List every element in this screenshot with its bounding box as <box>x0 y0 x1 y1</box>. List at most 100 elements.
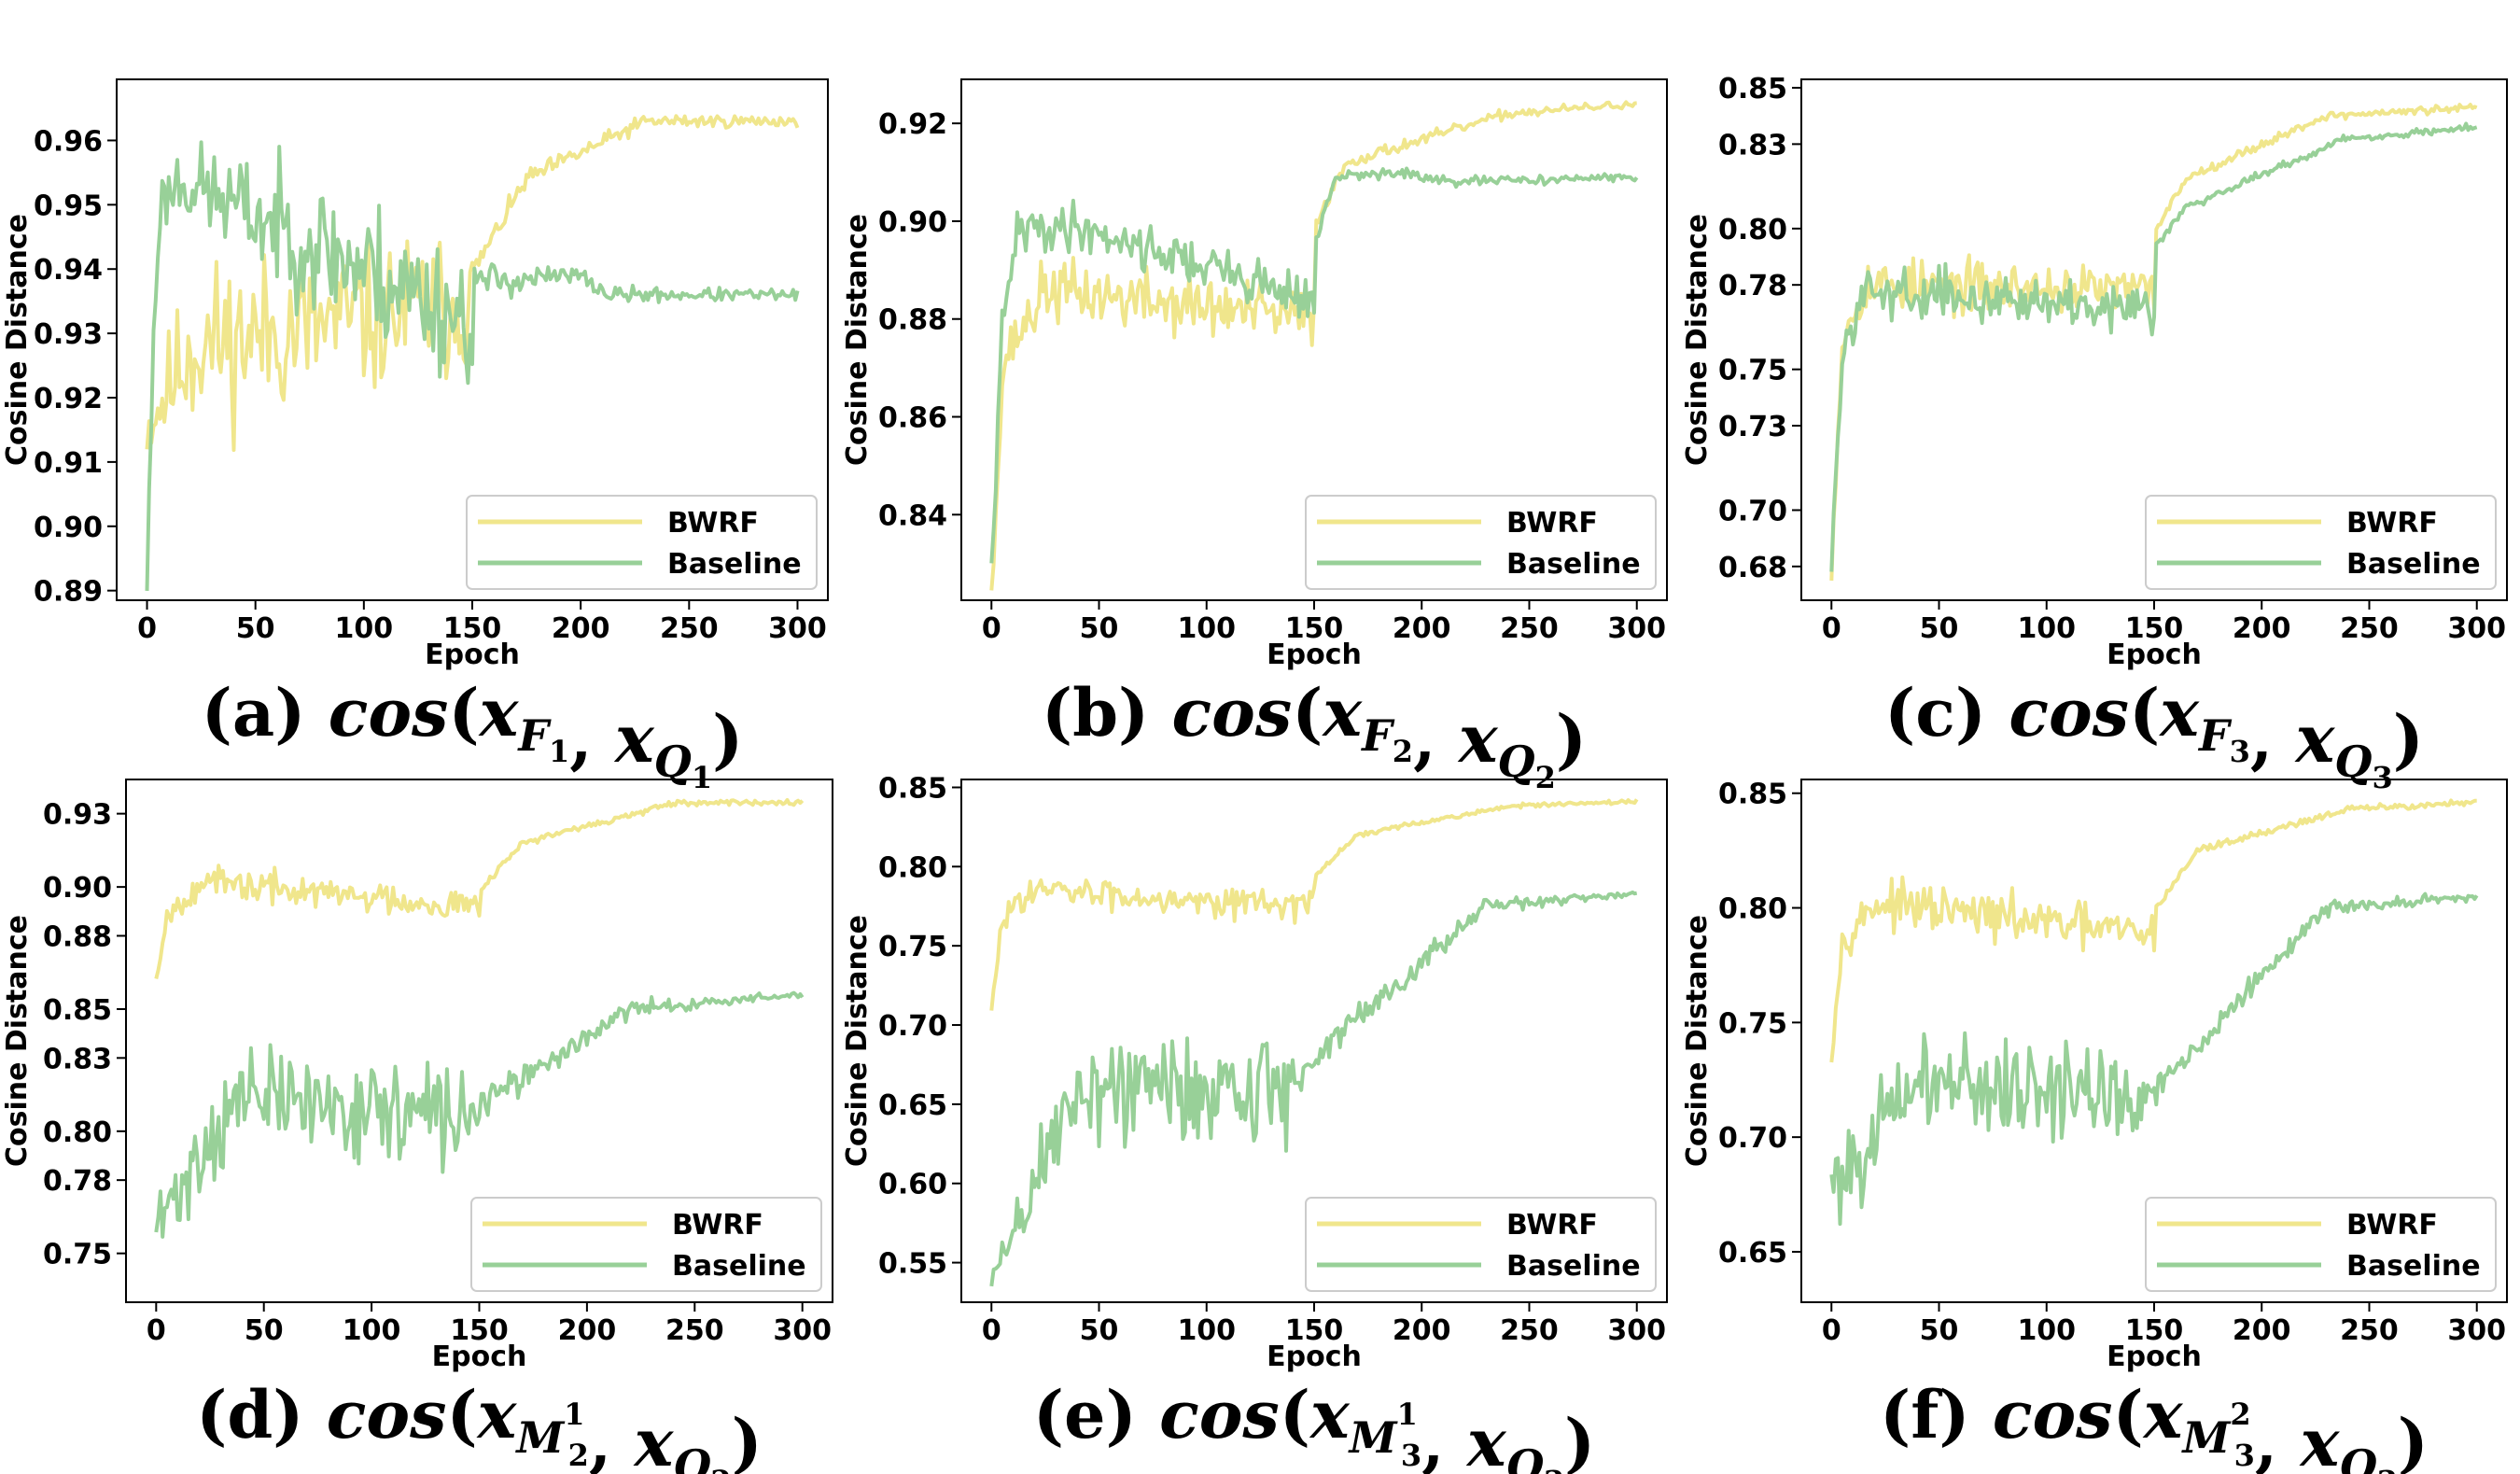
legend-label-bwrf: BWRF <box>2346 507 2438 540</box>
y-tick-label: 0.91 <box>34 447 103 480</box>
y-tick-label: 0.93 <box>43 799 112 832</box>
x-tick-label: 150 <box>1285 1314 1344 1347</box>
y-tick-label: 0.85 <box>878 772 947 805</box>
y-tick-label: 0.84 <box>878 499 947 532</box>
chart-panel-3: 0 50 100 150 200 250 300 0.75 0.78 0.80 0.83 0.85 0.… <box>0 737 840 1474</box>
chart-panel-2: 0 50 100 150 200 250 300 0.68 0.70 0.73 0.75 0.78 0.… <box>1680 0 2520 795</box>
y-tick-label: 0.89 <box>34 576 103 609</box>
chart-svg-5: 0 50 100 150 200 250 300 0.65 0.70 0.75 0.80 0.85 Ep… <box>1681 779 2508 1474</box>
y-tick-label: 0.80 <box>1718 214 1787 246</box>
x-axis-label: Epoch <box>432 1341 527 1373</box>
chart-panel-5: 0 50 100 150 200 250 300 0.65 0.70 0.75 0.80 0.85 Ep… <box>1680 737 2520 1474</box>
y-tick-label: 0.92 <box>878 108 947 141</box>
series-line-bwrf <box>145 114 800 452</box>
series-line-bwrf <box>989 798 1639 1011</box>
x-tick-label: 300 <box>768 612 827 645</box>
y-axis-label: Cosine Distance <box>841 214 874 466</box>
legend: BWRF Baseline <box>470 1197 822 1292</box>
legend-label-bwrf: BWRF <box>667 507 759 540</box>
y-tick-label: 0.85 <box>1718 779 1787 811</box>
x-tick-label: 0 <box>137 612 157 645</box>
x-tick-label: 200 <box>558 1314 617 1347</box>
chart-svg-1: 0 50 100 150 200 250 300 0.84 0.86 0.88 0.90 0.92 Ep… <box>841 78 1668 795</box>
chart-panel-4: 0 50 100 150 200 250 300 0.55 0.60 0.65 0.70 0.75 0.… <box>840 737 1680 1474</box>
caption: (c) cos(xF3, xQ3) <box>1884 674 2424 795</box>
y-tick-label: 0.70 <box>1718 495 1787 527</box>
x-tick-label: 50 <box>1080 612 1119 645</box>
y-tick-label: 0.88 <box>43 920 112 953</box>
x-tick-label: 0 <box>1822 1314 1841 1347</box>
x-tick-label: 0 <box>982 612 1001 645</box>
chart-panel-0: 0 50 100 150 200 250 300 0.89 0.90 0.91 0.92 0.93 0.… <box>0 0 840 795</box>
x-tick-label: 50 <box>1920 612 1959 645</box>
y-tick-label: 0.80 <box>43 1116 112 1149</box>
x-tick-label: 200 <box>2233 1314 2291 1347</box>
y-tick-label: 0.83 <box>1718 129 1787 161</box>
x-tick-label: 200 <box>1393 612 1451 645</box>
x-tick-label: 300 <box>2447 1314 2506 1347</box>
y-tick-label: 0.86 <box>878 402 947 435</box>
legend-label-bwrf: BWRF <box>1506 1209 1598 1242</box>
x-tick-label: 250 <box>1500 612 1559 645</box>
y-tick-label: 0.75 <box>878 931 947 963</box>
legend-label-baseline: Baseline <box>1506 548 1641 581</box>
chart-panel-1: 0 50 100 150 200 250 300 0.84 0.86 0.88 0.90 0.92 Ep… <box>840 0 1680 795</box>
y-tick-label: 0.68 <box>1718 552 1787 584</box>
series-line-baseline <box>1829 891 2479 1227</box>
x-tick-label: 250 <box>660 612 719 645</box>
y-tick-label: 0.94 <box>34 254 103 287</box>
x-tick-label: 300 <box>1607 1314 1666 1347</box>
series-line-bwrf <box>154 798 805 979</box>
x-tick-label: 200 <box>1393 1314 1451 1347</box>
y-tick-label: 0.92 <box>34 383 103 415</box>
legend: BWRF Baseline <box>466 495 818 590</box>
legend: BWRF Baseline <box>2145 495 2497 590</box>
y-tick-label: 0.90 <box>34 512 103 544</box>
x-tick-label: 100 <box>335 612 394 645</box>
y-axis-label: Cosine Distance <box>1 214 34 466</box>
x-tick-label: 100 <box>1177 612 1236 645</box>
y-tick-label: 0.73 <box>1718 411 1787 443</box>
x-tick-label: 300 <box>1607 612 1666 645</box>
legend-label-baseline: Baseline <box>2346 1250 2481 1283</box>
x-tick-label: 250 <box>1500 1314 1559 1347</box>
x-tick-label: 0 <box>147 1314 166 1347</box>
y-tick-label: 0.96 <box>34 125 103 158</box>
legend: BWRF Baseline <box>2145 1197 2497 1292</box>
y-tick-label: 0.70 <box>878 1010 947 1043</box>
y-tick-label: 0.85 <box>1718 73 1787 105</box>
x-tick-label: 100 <box>2017 1314 2076 1347</box>
y-tick-label: 0.78 <box>1718 270 1787 302</box>
legend-label-bwrf: BWRF <box>672 1209 763 1242</box>
legend-label-baseline: Baseline <box>672 1250 806 1283</box>
legend-label-bwrf: BWRF <box>1506 507 1598 540</box>
x-axis-label: Epoch <box>1267 639 1362 671</box>
y-tick-label: 0.75 <box>1718 1007 1787 1040</box>
y-tick-label: 0.65 <box>878 1089 947 1122</box>
legend-label-bwrf: BWRF <box>2346 1209 2438 1242</box>
series-line-baseline <box>989 890 1638 1287</box>
x-tick-label: 150 <box>2125 612 2184 645</box>
x-tick-label: 250 <box>665 1314 724 1347</box>
series-line-baseline <box>989 166 1639 564</box>
y-axis-label: Cosine Distance <box>841 915 874 1167</box>
x-tick-label: 150 <box>2125 1314 2184 1347</box>
x-axis-label: Epoch <box>1267 1341 1362 1373</box>
x-axis-label: Epoch <box>2107 1341 2202 1373</box>
x-tick-label: 200 <box>2233 612 2291 645</box>
y-tick-label: 0.90 <box>878 206 947 239</box>
x-axis-label: Epoch <box>2107 639 2202 671</box>
y-tick-label: 0.70 <box>1718 1122 1787 1155</box>
chart-svg-0: 0 50 100 150 200 250 300 0.89 0.90 0.91 0.92 0.93 0.… <box>1 78 829 795</box>
x-tick-label: 100 <box>2017 612 2076 645</box>
legend: BWRF Baseline <box>1305 1197 1657 1292</box>
x-tick-label: 300 <box>2447 612 2506 645</box>
series-line-baseline <box>1829 121 2478 572</box>
y-tick-label: 0.55 <box>878 1248 947 1281</box>
chart-svg-2: 0 50 100 150 200 250 300 0.68 0.70 0.73 0.75 0.78 0.… <box>1681 73 2508 795</box>
x-tick-label: 50 <box>1920 1314 1959 1347</box>
legend-label-baseline: Baseline <box>667 548 802 581</box>
x-tick-label: 50 <box>236 612 275 645</box>
x-tick-label: 50 <box>245 1314 284 1347</box>
